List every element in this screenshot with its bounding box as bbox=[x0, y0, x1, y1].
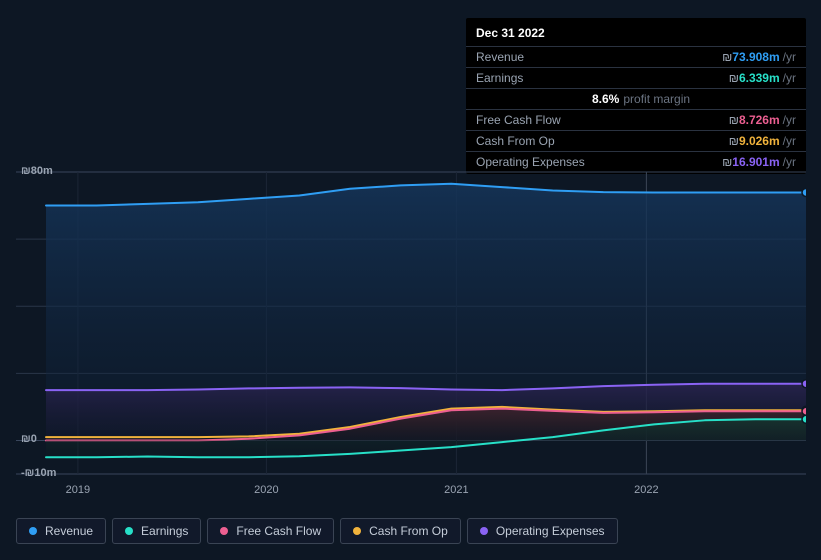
tooltip-row: Cash From Op ₪9.026m/yr bbox=[466, 130, 806, 151]
tooltip-row: Free Cash Flow ₪8.726m/yr bbox=[466, 109, 806, 130]
legend-item[interactable]: Cash From Op bbox=[340, 518, 461, 544]
legend-dot-icon bbox=[220, 527, 228, 535]
tooltip-row-value: ₪73.908m/yr bbox=[722, 50, 796, 64]
y-axis-label: -₪10m bbox=[21, 467, 56, 479]
legend-label: Cash From Op bbox=[369, 524, 448, 538]
legend-label: Earnings bbox=[141, 524, 188, 538]
tooltip-row-value: ₪8.726m/yr bbox=[729, 113, 796, 127]
legend-dot-icon bbox=[480, 527, 488, 535]
tooltip-row-label: Revenue bbox=[476, 50, 524, 64]
chart-tooltip: Dec 31 2022 Revenue ₪73.908m/yr Earnings ₪6… bbox=[466, 18, 806, 174]
tooltip-row-value: ₪6.339m/yr bbox=[729, 71, 796, 85]
x-axis-label: 2019 bbox=[66, 484, 90, 496]
legend-item[interactable]: Revenue bbox=[16, 518, 106, 544]
legend-item[interactable]: Earnings bbox=[112, 518, 201, 544]
legend-item[interactable]: Operating Expenses bbox=[467, 518, 618, 544]
tooltip-date: Dec 31 2022 bbox=[466, 24, 806, 46]
root: Dec 31 2022 Revenue ₪73.908m/yr Earnings ₪6… bbox=[0, 0, 821, 560]
tooltip-row: Revenue ₪73.908m/yr bbox=[466, 46, 806, 67]
y-axis-label: ₪80m bbox=[21, 165, 53, 177]
y-axis-label: ₪0 bbox=[21, 433, 37, 445]
legend-item[interactable]: Free Cash Flow bbox=[207, 518, 334, 544]
legend-label: Revenue bbox=[45, 524, 93, 538]
financials-chart[interactable]: ₪80m ₪0 -₪10m bbox=[16, 160, 806, 480]
legend-dot-icon bbox=[29, 527, 37, 535]
tooltip-profit-margin: 8.6%profit margin bbox=[466, 88, 806, 109]
tooltip-row-label: Cash From Op bbox=[476, 134, 555, 148]
chart-legend: Revenue Earnings Free Cash Flow Cash From O… bbox=[16, 518, 618, 544]
tooltip-row-label: Free Cash Flow bbox=[476, 113, 561, 127]
legend-dot-icon bbox=[125, 527, 133, 535]
x-axis-label: 2022 bbox=[634, 484, 658, 496]
x-axis: 2019 2020 2021 2022 bbox=[16, 484, 806, 502]
tooltip-row-value: ₪9.026m/yr bbox=[729, 134, 796, 148]
chart-svg bbox=[16, 160, 806, 480]
legend-label: Free Cash Flow bbox=[236, 524, 321, 538]
legend-label: Operating Expenses bbox=[496, 524, 605, 538]
legend-dot-icon bbox=[353, 527, 361, 535]
tooltip-row: Earnings ₪6.339m/yr bbox=[466, 67, 806, 88]
tooltip-row-label: Earnings bbox=[476, 71, 523, 85]
x-axis-label: 2021 bbox=[444, 484, 468, 496]
x-axis-label: 2020 bbox=[254, 484, 278, 496]
